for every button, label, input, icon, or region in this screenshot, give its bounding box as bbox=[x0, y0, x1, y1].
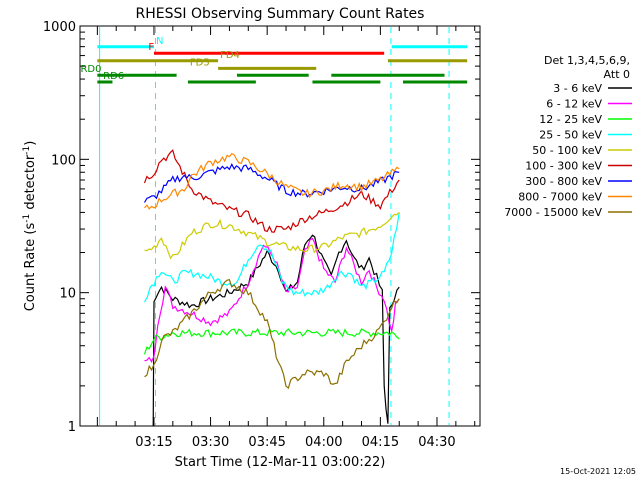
reference-lines bbox=[99, 27, 450, 425]
legend-label-2: 6 - 12 keV bbox=[546, 98, 602, 111]
x-tick-label: 04:00 bbox=[305, 435, 342, 450]
legend-label-8: 800 - 7000 keV bbox=[518, 191, 602, 204]
series-lines bbox=[143, 149, 400, 427]
series-line-3 bbox=[143, 327, 400, 355]
legend-label-7: 300 - 800 keV bbox=[525, 175, 602, 188]
y-tick-label: 10 bbox=[59, 287, 76, 302]
series-line-6 bbox=[143, 149, 400, 233]
series-line-5 bbox=[144, 211, 400, 260]
series-line-4 bbox=[143, 212, 400, 303]
legend-label-3: 12 - 25 keV bbox=[539, 113, 602, 126]
x-tick-label: 03:15 bbox=[135, 435, 172, 450]
state-label-rd0: RD0 bbox=[80, 64, 101, 75]
legend-label-9: 7000 - 15000 keV bbox=[504, 206, 602, 219]
y-axis-label-mid: detector bbox=[23, 154, 38, 214]
x-tick-label: 03:30 bbox=[192, 435, 229, 450]
x-tick-label: 04:15 bbox=[362, 435, 399, 450]
legend-header-1: Det 1,3,4,5,6,9, bbox=[544, 54, 630, 67]
state-label-fd4: FD4 bbox=[220, 50, 240, 61]
y-axis-label-main: Count Rate (s bbox=[23, 223, 38, 312]
state-label-rd6: RD6 bbox=[103, 71, 124, 82]
axes-box bbox=[79, 25, 481, 427]
y-tick-label: 1000 bbox=[43, 20, 76, 35]
series-line-8 bbox=[144, 152, 400, 210]
state-label-n: N bbox=[156, 36, 163, 47]
legend-label-4: 25 - 50 keV bbox=[539, 129, 602, 142]
x-axis-label: Start Time (12-Mar-11 03:00:22) bbox=[175, 455, 386, 470]
legend-label-6: 100 - 300 keV bbox=[525, 160, 602, 173]
legend-header-2: Att 0 bbox=[604, 68, 630, 81]
y-tick-label: 100 bbox=[51, 153, 76, 168]
y-axis-label-end: ) bbox=[23, 141, 38, 146]
series-line-9 bbox=[144, 278, 400, 390]
y-tick-label: 1 bbox=[68, 420, 76, 435]
y-axis-label-sup1: -1 bbox=[22, 214, 32, 223]
chart-title: RHESSI Observing Summary Count Rates bbox=[136, 6, 425, 22]
y-axis-label-sup2: -1 bbox=[22, 146, 32, 155]
y-axis: 1 10 100 1000 bbox=[43, 20, 480, 435]
state-label-f: F bbox=[148, 42, 154, 53]
y-axis-label: Count Rate (s-1 detector-1) bbox=[22, 141, 38, 312]
state-label-fd5: FD5 bbox=[190, 57, 210, 68]
x-tick-label: 04:30 bbox=[418, 435, 455, 450]
x-tick-label: 03:45 bbox=[248, 435, 285, 450]
plot-frame bbox=[79, 25, 481, 427]
legend-label-5: 50 - 100 keV bbox=[532, 144, 602, 157]
legend: Det 1,3,4,5,6,9, Att 0 3 - 6 keV 6 - 12 k… bbox=[504, 54, 632, 219]
footer-timestamp: 15-Oct-2021 12:05 bbox=[560, 467, 636, 476]
series-line-1 bbox=[152, 234, 400, 427]
legend-label-1: 3 - 6 keV bbox=[553, 82, 602, 95]
x-axis: 03:15 03:30 03:45 04:00 04:15 04:30 bbox=[96, 26, 476, 450]
